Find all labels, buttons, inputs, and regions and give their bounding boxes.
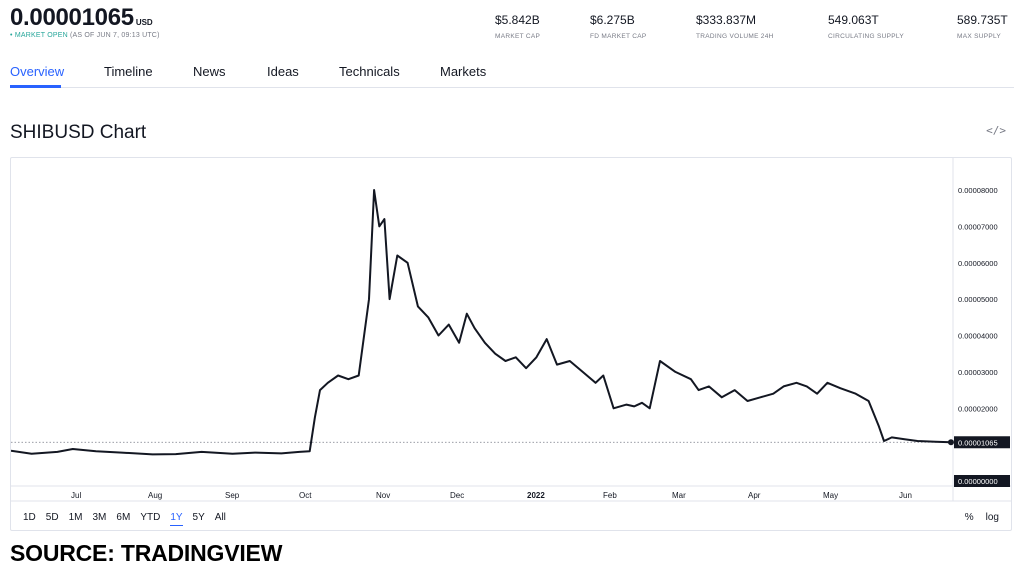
- x-tick-label: Feb: [603, 491, 617, 500]
- y-tick-label: 0.00008000: [958, 186, 998, 195]
- y-tick-zero-box: [954, 475, 1010, 487]
- range-all[interactable]: All: [214, 512, 226, 523]
- stat-value: $6.275B: [590, 13, 635, 27]
- stat-label: MARKET CAP: [495, 33, 541, 40]
- stat-value: $333.837M: [696, 13, 757, 27]
- y-tick-label: 0.00000000: [958, 477, 998, 486]
- y-tick-label: 0.00007000: [958, 222, 998, 231]
- scale-options: % log: [953, 512, 999, 523]
- market-status: • MARKET OPEN (AS OF JUN 7, 09:13 UTC): [10, 32, 160, 39]
- section-tabs: Overview Timeline News Ideas Technicals …: [10, 58, 1014, 88]
- y-tick-label: 0.00004000: [958, 332, 998, 341]
- range-3m[interactable]: 3M: [92, 512, 107, 523]
- price-row: 0.00001065 USD: [10, 4, 153, 32]
- stat-value: 549.063T: [828, 13, 879, 27]
- x-tick-label: Jun: [899, 491, 912, 500]
- range-1d[interactable]: 1D: [23, 512, 36, 523]
- market-open-label: MARKET OPEN: [14, 32, 68, 39]
- tab-technicals[interactable]: Technicals: [339, 64, 400, 79]
- x-tick-label: Aug: [148, 491, 162, 500]
- last-price-label-box: [954, 436, 1010, 449]
- asset-header: 0.00001065 USD • MARKET OPEN (AS OF JUN …: [10, 4, 1014, 48]
- tab-overview[interactable]: Overview: [10, 64, 65, 79]
- price-series-line: [11, 189, 952, 456]
- active-tab-indicator: [10, 85, 61, 88]
- range-selector: 1D 5D 1M 3M 6M YTD 1Y 5Y All: [23, 512, 236, 526]
- tab-timeline[interactable]: Timeline: [104, 64, 153, 79]
- range-5d[interactable]: 5D: [45, 512, 59, 523]
- stat-label: FD MARKET CAP: [590, 33, 647, 40]
- range-5y[interactable]: 5Y: [192, 512, 205, 523]
- x-tick-label: Apr: [748, 491, 761, 500]
- x-tick-label: Dec: [450, 491, 464, 500]
- stat-fd-market-cap: $6.275B FD MARKET CAP: [590, 13, 647, 40]
- source-caption: SOURCE: TRADINGVIEW: [10, 540, 283, 566]
- x-tick-label: Oct: [299, 491, 312, 500]
- stat-max-supply: 589.735T MAX SUPPLY: [957, 13, 1008, 40]
- price-chart[interactable]: 0.00008000 0.00007000 0.00006000 0.00005000…: [11, 158, 1011, 530]
- percent-scale-toggle[interactable]: %: [964, 512, 974, 523]
- stat-label: CIRCULATING SUPPLY: [828, 33, 904, 40]
- x-tick-label: Mar: [672, 491, 686, 500]
- y-tick-label: 0.00005000: [958, 295, 998, 304]
- market-stats: $5.842B MARKET CAP $6.275B FD MARKET CAP…: [10, 13, 1014, 47]
- embed-code-icon[interactable]: </>: [986, 124, 1006, 137]
- stat-circulating-supply: 549.063T CIRCULATING SUPPLY: [828, 13, 904, 40]
- status-dot-icon: •: [10, 32, 13, 39]
- stat-value: 589.735T: [957, 13, 1008, 27]
- log-scale-toggle[interactable]: log: [985, 512, 999, 523]
- y-tick-label: 0.00002000: [958, 404, 998, 413]
- last-price-dot: [948, 439, 954, 446]
- stat-value: $5.842B: [495, 13, 540, 27]
- x-tick-label: Jul: [71, 491, 81, 500]
- tab-news[interactable]: News: [193, 64, 226, 79]
- as-of-timestamp: (AS OF JUN 7, 09:13 UTC): [70, 32, 160, 39]
- x-tick-label: Nov: [376, 491, 390, 500]
- x-tick-label: May: [823, 491, 838, 500]
- tab-ideas[interactable]: Ideas: [267, 64, 299, 79]
- range-1m[interactable]: 1M: [68, 512, 83, 523]
- stat-label: MAX SUPPLY: [957, 33, 1002, 40]
- x-tick-label: 2022: [527, 491, 545, 500]
- chart-container[interactable]: 0.00008000 0.00007000 0.00006000 0.00005000…: [10, 157, 1012, 531]
- price-currency: USD: [135, 18, 153, 27]
- stat-label: TRADING VOLUME 24H: [696, 33, 774, 40]
- chart-title: SHIBUSD Chart: [10, 122, 147, 143]
- y-tick-label: 0.00006000: [958, 259, 998, 268]
- y-tick-label: 0.00003000: [958, 368, 998, 377]
- range-ytd[interactable]: YTD: [140, 512, 161, 523]
- range-6m[interactable]: 6M: [116, 512, 131, 523]
- stat-market-cap: $5.842B MARKET CAP: [495, 13, 540, 40]
- x-tick-label: Sep: [225, 491, 240, 500]
- current-price: 0.00001065: [10, 4, 134, 31]
- tab-markets[interactable]: Markets: [440, 64, 487, 79]
- range-1y[interactable]: 1Y: [170, 512, 183, 526]
- last-price-label: 0.00001065: [958, 438, 998, 447]
- stat-trading-volume: $333.837M TRADING VOLUME 24H: [696, 13, 774, 40]
